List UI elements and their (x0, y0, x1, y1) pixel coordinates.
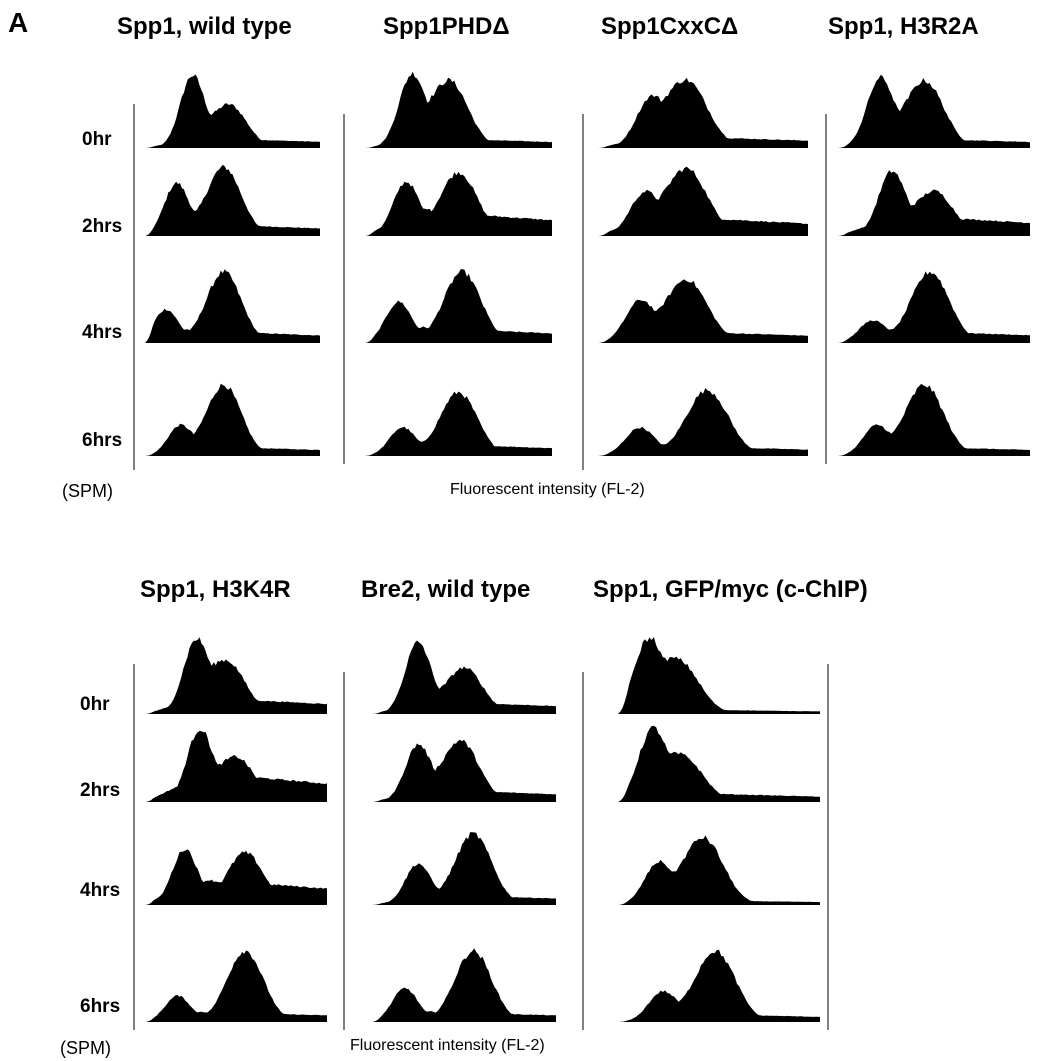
row-label: 0hr (82, 129, 112, 150)
row-label: 6hrs (80, 996, 120, 1017)
histogram-4-4hrs (838, 271, 1030, 343)
unit-label: (SPM) (62, 481, 113, 501)
histogram-6-4hrs (372, 832, 556, 905)
panel-label: A (8, 7, 28, 38)
histogram-2-2hrs (365, 171, 552, 236)
histogram-4-6hrs (838, 383, 1030, 456)
row-label: 4hrs (80, 880, 120, 901)
row-label: 6hrs (82, 430, 122, 451)
histogram-1-6hrs (145, 383, 320, 456)
x-axis-label: Fluorescent intensity (FL-2) (450, 481, 645, 498)
row-label: 2hrs (82, 216, 122, 237)
row-label: 4hrs (82, 322, 122, 343)
column-title: Spp1, H3K4R (140, 576, 291, 603)
column-title: Spp1, wild type (117, 13, 292, 40)
column-title: Bre2, wild type (361, 576, 530, 603)
histogram-1-4hrs (145, 269, 320, 343)
histogram-5-0hr (145, 637, 327, 714)
histogram-5-2hrs (145, 731, 327, 802)
histogram-6-6hrs (372, 948, 556, 1022)
histogram-1-0hr (145, 74, 320, 148)
histogram-6-2hrs (372, 739, 556, 802)
column-title: Spp1PHDΔ (383, 13, 510, 40)
histogram-5-4hrs (145, 849, 327, 905)
histogram-3-0hr (598, 77, 808, 148)
histogram-2-0hr (365, 71, 552, 148)
histogram-layer (145, 71, 1030, 1022)
unit-label: (SPM) (60, 1038, 111, 1058)
histogram-6-0hr (372, 640, 556, 714)
histogram-3-6hrs (598, 388, 808, 456)
histogram-2-6hrs (365, 391, 552, 456)
histogram-3-2hrs (598, 166, 808, 236)
x-axis-label: Fluorescent intensity (FL-2) (350, 1037, 545, 1054)
column-title: Spp1, GFP/myc (c-ChIP) (593, 576, 868, 603)
histogram-4-0hr (838, 74, 1030, 148)
histogram-1-2hrs (145, 164, 320, 236)
histogram-3-4hrs (598, 279, 808, 343)
row-label: 0hr (80, 694, 110, 715)
histogram-7-2hrs (618, 725, 820, 802)
histogram-7-6hrs (618, 949, 820, 1022)
column-title: Spp1, H3R2A (828, 13, 979, 40)
histogram-2-4hrs (365, 269, 552, 343)
histogram-7-0hr (618, 637, 820, 714)
histogram-4-2hrs (838, 170, 1030, 236)
histogram-7-4hrs (618, 835, 820, 905)
histogram-5-6hrs (145, 950, 327, 1022)
column-title: Spp1CxxCΔ (601, 13, 738, 40)
row-label: 2hrs (80, 780, 120, 801)
